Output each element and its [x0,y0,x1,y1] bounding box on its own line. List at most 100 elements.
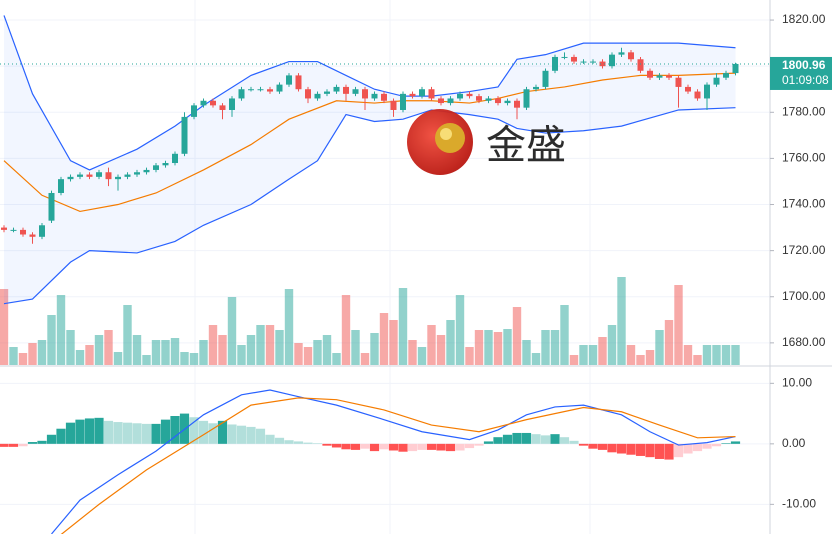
histogram-bar [227,424,237,444]
volume-bar [417,347,427,365]
histogram-bar [65,422,76,444]
volume-bar [341,295,351,365]
histogram-bar [692,443,703,452]
histogram-bar [75,419,85,444]
bollinger-bands [3,15,736,305]
volume-bar [332,353,341,365]
volume-bar [189,353,199,365]
candle-body [115,176,121,180]
candle-body [181,116,188,154]
volume-bar [484,330,493,365]
volume-bar [47,315,56,365]
volume-bar [683,345,693,365]
volume-bar [636,355,645,365]
candle-body [618,52,625,55]
y-tick-label: 1740.00 [782,197,826,211]
volume-bar [322,335,332,365]
volume-bar [94,335,104,365]
candle-body [419,89,425,97]
volume-bar [493,332,503,365]
histogram-bar [445,443,456,452]
volume-bar [0,289,9,365]
histogram-bar [151,423,161,444]
histogram-bar [597,443,608,450]
candle-body [428,89,435,99]
volume-bar [379,313,389,365]
volume-bar [37,340,47,365]
candle-body [86,174,93,177]
candle-body [238,89,245,99]
candle-body [48,192,55,221]
histogram-bar [350,443,361,450]
histogram-bar [341,443,351,450]
candle-body [229,98,235,110]
histogram-bar [217,420,228,444]
volume-bar [265,325,275,365]
y-tick-label: 1720.00 [782,243,826,257]
candle-body [134,172,140,175]
candle-body [495,98,501,104]
candle-body [248,89,254,91]
candle-body [105,172,112,180]
volume-bar [408,340,417,365]
watermark: 金盛 [407,109,566,175]
volume-bar [674,285,683,365]
candle-body [476,96,482,101]
candle-body [286,75,292,85]
volume-bar [588,345,598,365]
histogram-bar [407,443,418,452]
candle-body [732,63,739,74]
candle-body [466,93,473,97]
volume-bar [294,343,303,365]
histogram-bar [673,443,684,458]
candle-body [295,75,302,90]
histogram-bar [683,443,693,454]
histogram-bar [635,443,646,456]
candle-body [457,93,463,99]
candle-body [694,91,701,99]
bollinger-lower [3,107,736,305]
histogram-bar [18,443,28,447]
candle-body [637,59,644,71]
y-tick-label: 0.00 [782,436,806,450]
volume-bar [550,330,560,365]
signal-line [60,397,736,534]
last-price-box [770,56,832,90]
histogram-bar [521,432,532,444]
volume-bar [18,353,28,365]
volume-bar [455,295,465,365]
volume-bar [579,345,588,365]
y-tick-label: 1820.00 [782,12,826,26]
bollinger-middle [3,72,736,213]
histogram-bar [303,442,313,444]
candle-body [200,100,207,106]
volume-bar [370,333,379,365]
bollinger-upper [3,15,736,171]
volume-bar [142,355,151,365]
volume-pane [0,277,740,365]
candle-body [124,174,131,177]
volume-bar [465,347,474,365]
volume-bar [227,297,237,365]
volume-bar [389,320,398,365]
histogram-bar [0,443,9,447]
volume-bar [113,352,123,365]
histogram-bar [483,441,494,444]
candle-body [276,84,283,92]
candle-body [390,100,397,110]
candle-body [409,93,416,97]
logo-shine [440,128,452,140]
volume-bar [256,325,265,365]
volume-bar [721,345,731,365]
volume-bar [284,289,294,365]
histogram-bar [27,442,38,444]
histogram-bar [436,443,446,451]
histogram-bar [578,443,589,446]
histogram-bar [369,443,380,452]
histogram-bar [711,443,722,447]
volume-bar [313,340,322,365]
histogram-bar [141,423,152,444]
histogram-bar [493,437,503,444]
volume-bar [702,345,712,365]
volume-bar [218,335,227,365]
